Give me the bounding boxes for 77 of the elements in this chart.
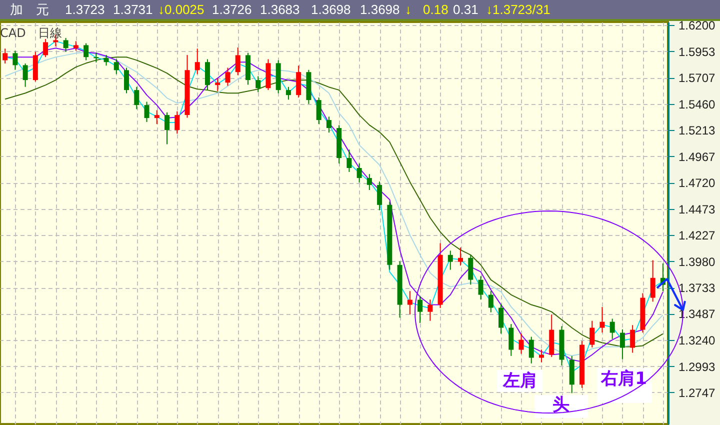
candlestick	[508, 324, 514, 356]
candlestick	[114, 58, 119, 75]
candlestick	[104, 54, 109, 66]
candlestick	[124, 67, 130, 94]
candlestick	[235, 47, 240, 76]
candlestick	[650, 260, 656, 302]
candlestick	[407, 290, 412, 315]
candlestick	[94, 52, 99, 63]
candlestick	[610, 318, 615, 340]
candlestick	[518, 333, 524, 354]
candlestick	[428, 299, 433, 322]
y-tick-label: 1.5460	[678, 97, 716, 112]
y-tick-label: 1.4720	[678, 176, 716, 190]
text: 1.3723	[65, 2, 105, 17]
candlestick	[528, 336, 534, 364]
candlestick	[448, 250, 453, 270]
candlestick	[478, 276, 484, 300]
y-tick-label: 1.4967	[678, 150, 716, 164]
text: 1.3726	[212, 2, 252, 17]
candlestick	[488, 290, 494, 313]
candlestick	[458, 246, 464, 266]
y-tick-label: 1.3240	[678, 333, 716, 348]
candlestick	[73, 40, 78, 52]
candlestick	[144, 101, 150, 122]
candlestick	[366, 174, 372, 191]
annotation: 右肩1	[600, 369, 647, 389]
candlestick	[468, 254, 474, 286]
candlestick	[43, 38, 48, 58]
y-tick-label: 1.2993	[678, 360, 716, 374]
candlestick	[498, 303, 504, 334]
candlestick	[12, 50, 18, 70]
y-tick-label: 1.3733	[678, 281, 716, 296]
y-tick-label: 1.4473	[678, 202, 716, 216]
y-tick-label: 1.5707	[678, 71, 716, 86]
y-tick-label: 1.3980	[678, 254, 716, 269]
annotation: 头	[552, 395, 570, 415]
candlestick	[2, 48, 8, 64]
text: 1.3698	[311, 2, 351, 17]
candlestick	[164, 112, 170, 145]
candlestick	[296, 65, 302, 98]
text: ↓1.3723/31	[486, 2, 550, 17]
text: ↓	[405, 2, 412, 17]
candlestick	[418, 296, 423, 324]
candlestick	[63, 37, 68, 52]
y-tick-label: 1.5953	[678, 44, 716, 59]
text: 加 元	[10, 2, 49, 17]
candlestick	[215, 78, 220, 92]
text: 0.31	[453, 2, 478, 17]
candlestick	[286, 86, 291, 100]
candlestick	[377, 181, 382, 211]
candlestick	[204, 58, 210, 91]
candlestick	[154, 110, 160, 125]
candlestick	[620, 328, 625, 360]
text: ↓0.0025	[158, 2, 204, 17]
annotation: 左肩	[502, 371, 537, 391]
candlestick	[134, 86, 140, 110]
text: 1.3683	[260, 2, 300, 17]
candlestick	[356, 162, 362, 184]
candlestick	[630, 324, 636, 354]
candlestick	[590, 320, 595, 348]
y-tick-label: 1.2747	[678, 386, 716, 400]
candlestick	[326, 116, 332, 134]
candlestick	[316, 97, 322, 125]
candlestick	[84, 42, 89, 61]
candlestick	[22, 62, 28, 88]
text: 0.18	[423, 2, 448, 17]
candlestick	[600, 306, 605, 334]
candlestick	[174, 110, 180, 134]
candlestick	[256, 76, 261, 93]
y-tick-label: 1.4227	[678, 228, 716, 243]
y-tick-label: 1.5213	[678, 124, 716, 138]
candlestick	[194, 48, 200, 75]
candlestick	[346, 149, 352, 172]
candlestick	[225, 67, 230, 86]
text: 1.3731	[113, 2, 153, 17]
text: 1.3698	[360, 2, 400, 17]
y-tick-label: 1.6200	[678, 18, 716, 33]
